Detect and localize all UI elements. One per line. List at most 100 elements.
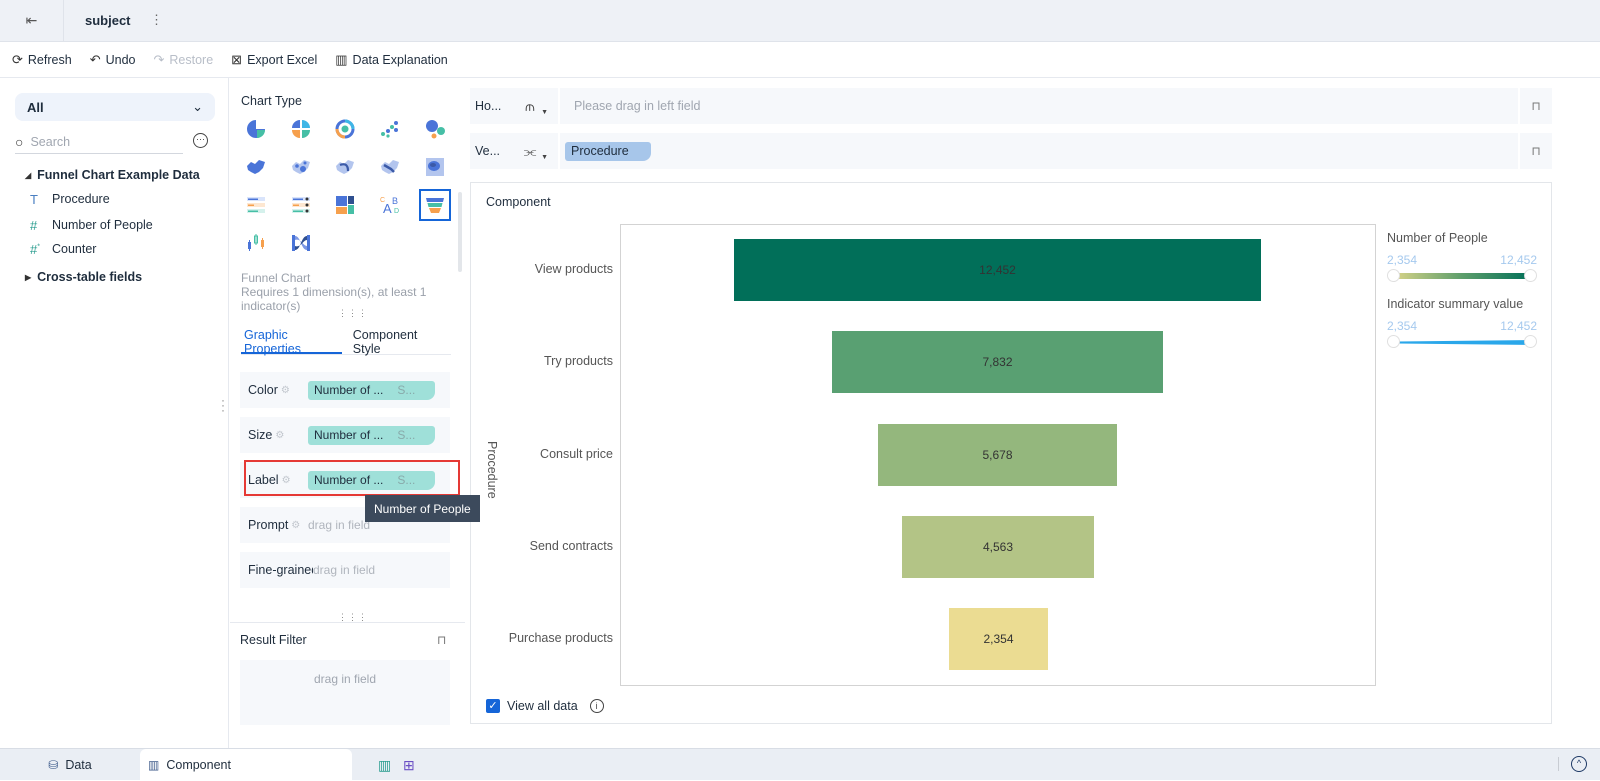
divider: [1558, 757, 1559, 771]
slider-handle-min[interactable]: [1387, 269, 1400, 282]
add-dashboard-icon[interactable]: ⊞: [403, 757, 415, 773]
gear-icon[interactable]: ⚙: [280, 384, 290, 396]
chart-type-ranking-list-icon[interactable]: [241, 190, 271, 220]
property-tabs: Graphic Properties Component Style: [241, 323, 451, 356]
chart-type-map-region-icon[interactable]: [420, 152, 450, 182]
category-label: Send contracts: [529, 539, 613, 553]
chart-type-multi-pie-icon[interactable]: [286, 114, 316, 144]
chart-icon: ▥: [148, 758, 160, 772]
chart-type-scatter-icon[interactable]: [375, 114, 405, 144]
size-legend-max: 12,452: [1500, 319, 1537, 333]
dataset-selector[interactable]: All ⌄: [15, 93, 215, 121]
search-input[interactable]: [30, 134, 161, 149]
page-title: subject: [85, 13, 131, 28]
funnel-bar[interactable]: 4,563: [902, 516, 1094, 578]
vertical-dots-icon[interactable]: ⋮: [150, 12, 163, 27]
color-field-chip[interactable]: Number of ... S...: [308, 380, 435, 400]
highlight-box: [244, 460, 460, 496]
chart-type-map-area-icon[interactable]: [241, 152, 271, 182]
funnel-bar[interactable]: 7,832: [832, 331, 1163, 393]
collapse-up-icon[interactable]: ^: [1571, 756, 1587, 772]
chart-type-bubble-icon[interactable]: [420, 114, 450, 144]
chart-type-sankey-icon[interactable]: [286, 228, 316, 258]
chart-type-map-heat-icon[interactable]: [375, 152, 405, 182]
chart-type-funnel-icon[interactable]: [419, 189, 451, 221]
horizontal-axis-row: Ho... ⫙ ▼ Please drag in left field: [470, 88, 1552, 124]
tab-component-style[interactable]: Component Style: [352, 328, 418, 356]
color-legend-slider[interactable]: [1387, 269, 1537, 283]
panel-resize-handle[interactable]: · · ·: [221, 393, 225, 417]
chart-type-scrollbar[interactable]: [458, 192, 462, 272]
svg-text:D: D: [394, 208, 399, 215]
chart-type-candlestick-icon[interactable]: [241, 228, 271, 258]
gear-icon[interactable]: ⚙: [281, 474, 291, 486]
slider-handle-min[interactable]: [1387, 335, 1400, 348]
chart-type-pie-icon[interactable]: [241, 114, 271, 144]
field-procedure[interactable]: T Procedure: [30, 191, 110, 207]
tree-group-cross-table[interactable]: ▶ Cross-table fields: [25, 270, 143, 284]
vertical-axis-settings-icon[interactable]: ⊓: [1518, 133, 1552, 169]
slider-handle-max[interactable]: [1524, 269, 1537, 282]
horizontal-drop-zone[interactable]: Please drag in left field: [574, 99, 701, 113]
tooltip: Number of People: [365, 495, 480, 522]
fine-grained-drop-zone[interactable]: drag in field: [313, 563, 376, 577]
counter-field-icon: #*: [30, 241, 40, 257]
prompt-drop-zone[interactable]: drag in field: [308, 518, 371, 532]
field-number-of-people[interactable]: # Number of People: [30, 217, 153, 233]
svg-text:B: B: [392, 196, 398, 206]
field-counter[interactable]: #* Counter: [30, 241, 97, 257]
bottom-bar: ⛁ Data ▥ Component ▥ ⊞ ^: [0, 748, 1600, 781]
caret-right-icon: ▶: [25, 272, 32, 282]
color-legend-max: 12,452: [1500, 253, 1537, 267]
view-all-data-toggle[interactable]: ✓ View all data i: [486, 699, 604, 713]
chart-type-ring-icon[interactable]: [330, 114, 360, 144]
export-excel-button[interactable]: ⊠ Export Excel: [231, 51, 318, 67]
field-tree: ◢ Funnel Chart Example Data T Procedure …: [25, 164, 225, 288]
size-legend-slider[interactable]: [1387, 335, 1537, 349]
exit-icon[interactable]: ⇤: [0, 0, 64, 41]
chart-type-dot-list-icon[interactable]: [286, 190, 316, 220]
label-field-chip[interactable]: Number of ... S...: [308, 470, 435, 490]
filter-settings-icon[interactable]: ⊓: [437, 633, 447, 647]
section-resize-handle[interactable]: ⋮⋮⋮: [338, 308, 368, 318]
vertical-axis-icon[interactable]: ⫘ ▼: [502, 133, 560, 169]
chart-type-map-point-icon[interactable]: [286, 152, 316, 182]
toolbar: ⟳ Refresh ↶ Undo ↷ Restore ⊠ Export Excel ▥ D…: [0, 42, 1600, 78]
info-icon[interactable]: i: [589, 699, 604, 713]
search-field: ○: [15, 130, 183, 154]
size-legend-min: 2,354: [1387, 319, 1418, 333]
chart-type-map-flow-icon[interactable]: [330, 152, 360, 182]
data-explanation-button[interactable]: ▥ Data Explanation: [335, 51, 448, 67]
chart-legend: Number of People 2,354 12,452 Indicator …: [1387, 231, 1537, 363]
horizontal-axis-settings-icon[interactable]: ⊓: [1518, 88, 1552, 124]
slider-handle-max[interactable]: [1524, 335, 1537, 348]
gear-icon[interactable]: ⚙: [275, 429, 285, 441]
field-panel: All ⌄ ○ ··· ◢ Funnel Chart Example Data …: [0, 78, 229, 748]
size-field-chip[interactable]: Number of ... S...: [308, 425, 435, 445]
funnel-plot: 12,452 7,832 5,678 4,563 2,354: [620, 224, 1376, 686]
horizontal-axis-icon[interactable]: ⫙ ▼: [502, 88, 560, 124]
gear-icon[interactable]: ⚙: [291, 519, 301, 531]
tree-group-funnel-data[interactable]: ◢ Funnel Chart Example Data: [25, 168, 200, 182]
section-resize-handle[interactable]: ⋮⋮⋮: [338, 612, 368, 622]
more-options-icon[interactable]: ···: [193, 133, 208, 148]
funnel-bar[interactable]: 5,678: [878, 424, 1117, 486]
prop-size: Size ⚙ Number of ... S...: [240, 417, 450, 453]
tab-data[interactable]: ⛁ Data: [48, 758, 92, 772]
result-filter-drop-zone[interactable]: drag in field: [240, 660, 450, 725]
undo-button[interactable]: ↶ Undo: [89, 51, 136, 67]
chart-type-treemap-icon[interactable]: [330, 190, 360, 220]
tab-component[interactable]: ▥ Component: [140, 749, 352, 781]
excel-icon: ⊠: [231, 51, 243, 67]
funnel-bar[interactable]: 12,452: [734, 239, 1261, 301]
funnel-bar[interactable]: 2,354: [949, 608, 1048, 670]
tab-graphic-properties[interactable]: Graphic Properties: [241, 323, 342, 356]
category-label: View products: [534, 262, 613, 276]
vertical-field-chip[interactable]: Procedure: [565, 141, 651, 161]
refresh-button[interactable]: ⟳ Refresh: [12, 51, 72, 67]
category-label: Purchase products: [508, 631, 613, 645]
restore-button[interactable]: ↷ Restore: [153, 51, 214, 67]
add-component-icon[interactable]: ▥: [378, 757, 392, 773]
checkbox-checked-icon[interactable]: ✓: [486, 699, 500, 713]
